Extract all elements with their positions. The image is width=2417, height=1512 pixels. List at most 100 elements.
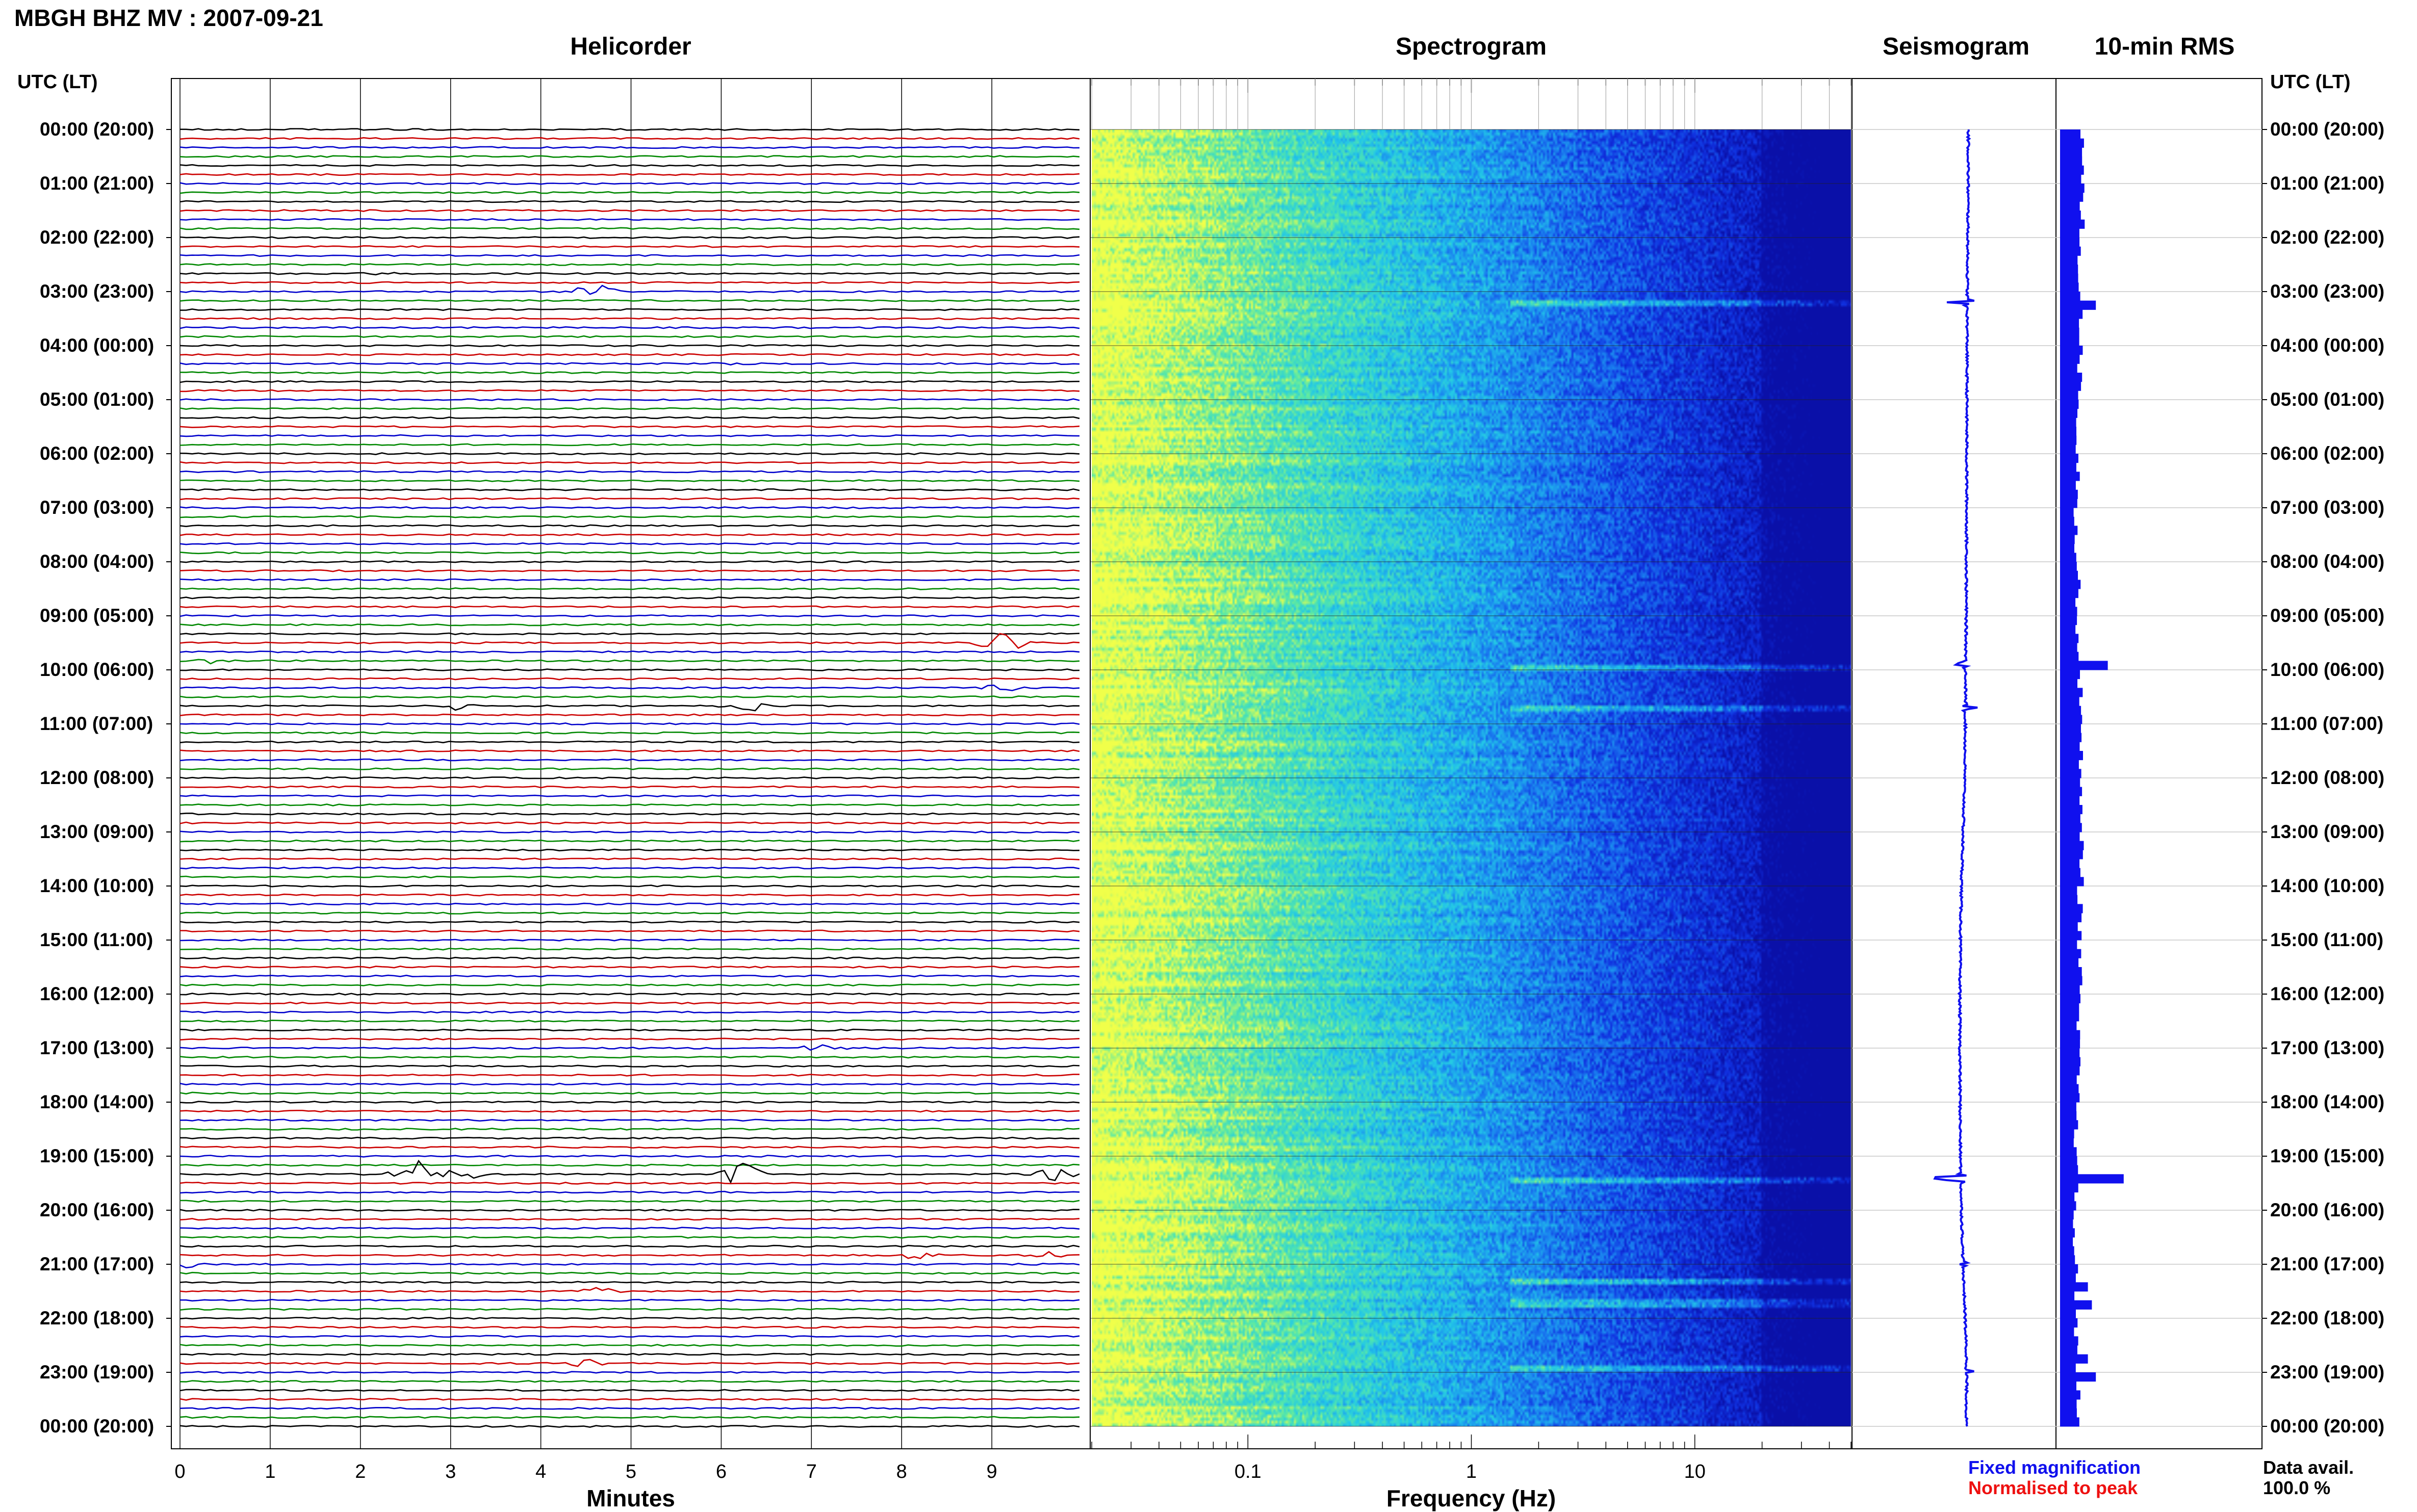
rms-bar <box>2060 913 2082 923</box>
time-label: 12:00 (08:00) <box>40 767 155 788</box>
rms-bar <box>2060 508 2074 517</box>
rms-bar <box>2060 931 2082 941</box>
helicorder-tick-label: 7 <box>806 1461 817 1482</box>
rms-bar <box>2060 805 2082 815</box>
helicorder-trace <box>179 1389 1080 1392</box>
spectrogram-title: Spectrogram <box>1395 33 1547 60</box>
rms-bar <box>2060 940 2077 950</box>
data-availability-label: Data avail. <box>2263 1457 2354 1478</box>
rms-bar <box>2060 1273 2076 1283</box>
time-label: 11:00 (07:00) <box>40 713 153 734</box>
rms-bar <box>2060 570 2078 580</box>
rms-frame <box>2055 78 2262 1449</box>
rms-bar <box>2060 607 2077 616</box>
helicorder-tick-label: 9 <box>986 1461 997 1482</box>
spectrogram-tick-label: 10 <box>1684 1461 1706 1482</box>
helicorder-trace <box>179 254 1080 257</box>
rms-bar <box>2060 832 2080 842</box>
helicorder-trace <box>179 1155 1080 1158</box>
helicorder-tick-label: 4 <box>535 1461 547 1482</box>
helicorder-trace <box>179 137 1080 140</box>
rms-bar <box>2060 976 2082 985</box>
helicorder-trace <box>179 947 1080 951</box>
time-label: 16:00 (12:00) <box>2270 983 2385 1004</box>
rms-bar <box>2060 1021 2077 1031</box>
rms-bar <box>2060 724 2081 734</box>
helicorder-trace <box>179 335 1080 338</box>
helicorder-trace <box>179 677 1080 681</box>
helicorder-trace <box>179 353 1080 356</box>
rms-bar <box>2060 354 2080 364</box>
helicorder-trace <box>179 703 1080 712</box>
time-label: 05:00 (01:00) <box>40 389 155 410</box>
helicorder-trace <box>179 866 1080 870</box>
helicorder-trace <box>179 227 1080 230</box>
rms-bar <box>2060 1201 2076 1211</box>
helicorder-xlabel: Minutes <box>586 1485 675 1511</box>
rms-bar <box>2060 481 2076 490</box>
helicorder-trace <box>179 281 1080 284</box>
helicorder-trace <box>179 1209 1080 1212</box>
rms-bar <box>2060 706 2081 715</box>
rms-bar <box>2060 1354 2088 1364</box>
helicorder-trace <box>179 993 1080 996</box>
helicorder-trace <box>179 884 1080 888</box>
data-availability-value: 100.0 % <box>2263 1477 2331 1498</box>
helicorder-trace <box>179 1082 1080 1086</box>
helicorder-trace <box>179 362 1080 366</box>
helicorder-trace <box>179 1359 1080 1367</box>
rms-bar <box>2060 868 2080 877</box>
time-label: 07:00 (03:00) <box>40 497 155 518</box>
rms-bar <box>2060 679 2077 688</box>
helicorder-trace <box>179 803 1080 806</box>
helicorder-trace <box>179 974 1080 978</box>
helicorder-trace <box>179 1159 1080 1184</box>
rms-bar <box>2060 300 2096 310</box>
helicorder-trace <box>179 1074 1079 1077</box>
legend-normalised-to-peak: Normalised to peak <box>1968 1477 2138 1498</box>
rms-bar <box>2060 859 2080 869</box>
helicorder-trace <box>179 1001 1080 1005</box>
rms-bar <box>2060 516 2074 526</box>
rms-bar <box>2060 184 2085 193</box>
helicorder-trace <box>179 614 1080 617</box>
rms-bar <box>2060 1327 2074 1337</box>
helicorder-trace <box>179 524 1080 528</box>
time-label: 00:00 (20:00) <box>2270 119 2385 140</box>
rms-bar <box>2060 1318 2078 1328</box>
helicorder-trace <box>179 929 1080 933</box>
helicorder-trace <box>179 830 1080 833</box>
helicorder-trace <box>179 1217 1080 1221</box>
rms-bar <box>2060 346 2083 355</box>
helicorder-trace <box>179 713 1080 717</box>
helicorder-trace <box>179 317 1080 320</box>
helicorder-trace <box>179 407 1080 410</box>
rms-bar <box>2060 1291 2075 1301</box>
helicorder-trace <box>179 308 1080 311</box>
spectrogram-tick-label: 0.1 <box>1234 1461 1262 1482</box>
helicorder-trace <box>179 326 1080 329</box>
time-label: 08:00 (04:00) <box>40 551 155 572</box>
rms-bar <box>2060 129 2080 139</box>
helicorder-trace <box>179 551 1080 555</box>
rms-bar <box>2060 1390 2080 1400</box>
rms-bar <box>2060 1363 2076 1373</box>
rms-bar <box>2060 994 2080 1004</box>
helicorder-trace <box>179 758 1080 762</box>
rms-bar <box>2060 1174 2124 1184</box>
time-label: 17:00 (13:00) <box>2270 1037 2385 1058</box>
rms-bar <box>2060 1372 2096 1382</box>
rms-bar <box>2060 562 2077 571</box>
time-label: 14:00 (10:00) <box>2270 875 2385 896</box>
rms-bar <box>2060 949 2081 958</box>
helicorder-trace <box>179 272 1080 276</box>
rms-bar <box>2060 1138 2074 1148</box>
helicorder-trace <box>179 605 1080 609</box>
helicorder-trace <box>179 1190 1080 1194</box>
right-axis-label: UTC (LT) <box>2270 71 2351 93</box>
helicorder-trace <box>179 767 1080 771</box>
helicorder-trace <box>179 560 1080 563</box>
time-label: 13:00 (09:00) <box>2270 821 2385 842</box>
rms-bar <box>2060 336 2079 346</box>
rms-bar <box>2060 697 2079 707</box>
